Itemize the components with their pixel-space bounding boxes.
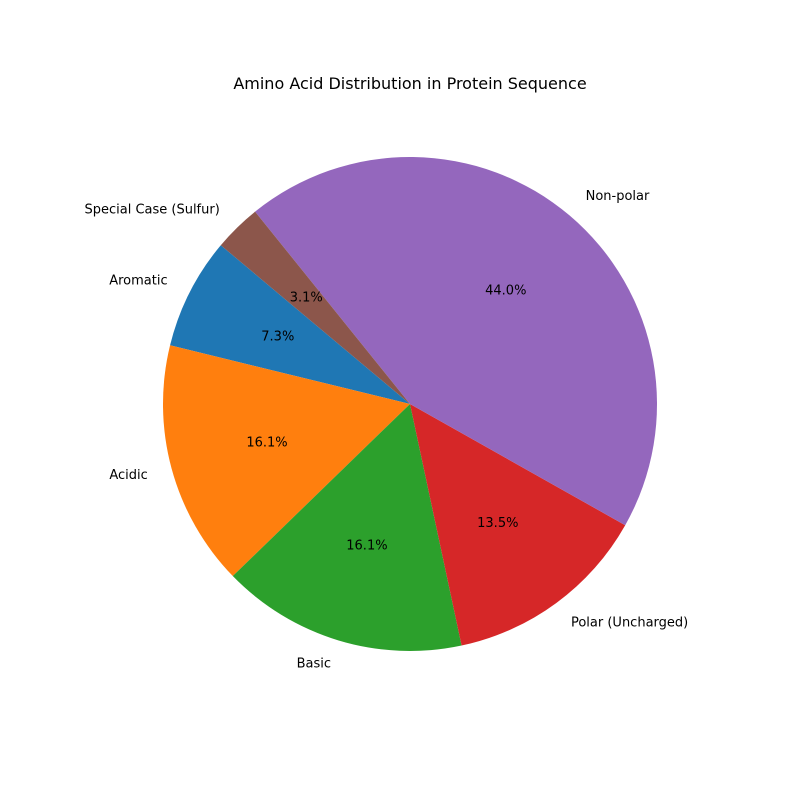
slice-percent-basic: 16.1% <box>346 538 387 553</box>
slice-percent-acidic: 16.1% <box>246 435 287 450</box>
slice-label-acidic: Acidic <box>109 468 147 483</box>
slice-percent-aromatic: 7.3% <box>261 330 294 345</box>
pie-slice-polar-uncharged <box>410 404 626 646</box>
slice-percent-labels: 7.3% 16.1% 16.1% 13.5% 44.0% 3.1% <box>246 283 526 553</box>
slice-label-non-polar: Non-polar <box>586 189 650 204</box>
pie-slice-non-polar <box>255 156 658 526</box>
slice-label-basic: Basic <box>297 656 331 671</box>
pie-slice-special-case-sulfur <box>220 211 410 404</box>
slice-percent-polar-uncharged: 13.5% <box>477 516 518 531</box>
slice-labels: Aromatic Acidic Basic Polar (Uncharged) Non-… <box>84 189 688 671</box>
slice-percent-special-case-sulfur: 3.1% <box>290 291 323 306</box>
slice-label-aromatic: Aromatic <box>109 274 167 289</box>
pie-slice-aromatic <box>170 245 410 404</box>
slice-percent-non-polar: 44.0% <box>485 283 526 298</box>
pie-slices <box>162 156 658 651</box>
chart-title: Amino Acid Distribution in Protein Seque… <box>233 74 586 93</box>
pie-slice-basic <box>232 404 462 651</box>
slice-label-polar-uncharged: Polar (Uncharged) <box>571 615 688 630</box>
pie-slice-acidic <box>162 345 410 577</box>
slice-label-special-case-sulfur: Special Case (Sulfur) <box>84 202 219 217</box>
